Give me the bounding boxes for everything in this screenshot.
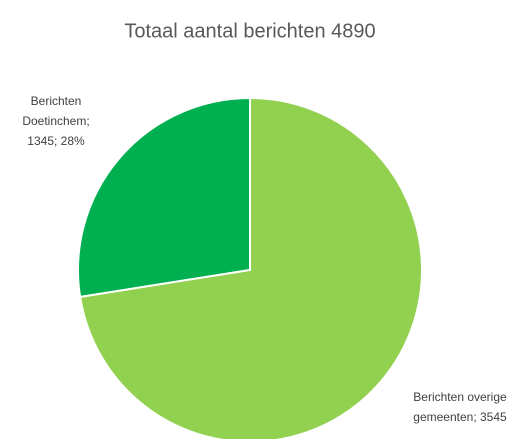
data-label: Berichten overige [413, 390, 507, 404]
data-label: Berichten [31, 94, 82, 108]
data-label: 1345; 28% [27, 134, 85, 148]
data-label: gemeenten; 3545 [413, 410, 507, 424]
pie-slice [78, 96, 423, 439]
pie-slice [77, 96, 251, 299]
chart-title: Totaal aantal berichten 4890 [124, 20, 375, 42]
data-label: Doetinchem; [22, 114, 89, 128]
